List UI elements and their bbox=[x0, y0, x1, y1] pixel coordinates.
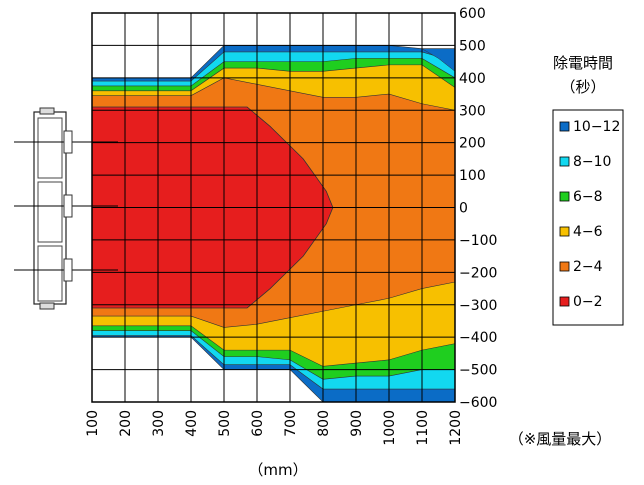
grid bbox=[91, 12, 456, 403]
y-tick-label: −100 bbox=[459, 233, 497, 249]
y-tick-label: 300 bbox=[459, 103, 486, 119]
y-tick-label: 400 bbox=[459, 71, 486, 87]
legend-box bbox=[552, 109, 624, 326]
legend-label: 2−4 bbox=[573, 259, 603, 275]
device-cap-top bbox=[39, 107, 55, 115]
x-axis-label: （mm） bbox=[248, 461, 307, 479]
legend-swatch bbox=[559, 261, 570, 272]
x-tick-label: 500 bbox=[217, 410, 233, 437]
y-tick-label: −500 bbox=[459, 363, 497, 379]
ionizer-device-illustration bbox=[14, 107, 118, 310]
x-tick-label: 1200 bbox=[448, 410, 464, 446]
x-tick-label: 1100 bbox=[415, 410, 431, 446]
y-tick-label: −200 bbox=[459, 265, 497, 281]
device-segment bbox=[37, 245, 63, 302]
y-tick-label: −300 bbox=[459, 298, 497, 314]
plot-frame bbox=[91, 12, 456, 403]
device-nozzle bbox=[63, 130, 73, 154]
y-tick-label: −600 bbox=[459, 395, 497, 411]
legend: 除電時間 （秒） 10−12 8−10 6−8 4−6 2−4 0−2 bbox=[552, 54, 624, 326]
x-tick-label: 600 bbox=[250, 410, 266, 437]
legend-swatch bbox=[559, 226, 570, 237]
legend-title: 除電時間 bbox=[553, 54, 613, 72]
footnote: （※風量最大） bbox=[509, 430, 612, 448]
legend-swatch bbox=[559, 191, 570, 202]
x-axis-ticks: 100 200 300 400 500 600 700 800 900 1000 1100 1200 bbox=[85, 410, 464, 446]
x-tick-label: 300 bbox=[151, 410, 167, 437]
legend-swatch bbox=[559, 296, 570, 307]
legend-label: 0−2 bbox=[573, 294, 603, 310]
legend-label: 4−6 bbox=[573, 224, 603, 240]
legend-label: 10−12 bbox=[573, 119, 620, 135]
heatmap-regions bbox=[91, 45, 456, 403]
x-tick-label: 400 bbox=[184, 410, 200, 437]
x-tick-label: 900 bbox=[349, 410, 365, 437]
legend-swatch bbox=[559, 121, 570, 132]
legend-subtitle: （秒） bbox=[560, 78, 605, 96]
legend-label: 6−8 bbox=[573, 189, 603, 205]
x-tick-label: 200 bbox=[118, 410, 134, 437]
x-tick-label: 1000 bbox=[382, 410, 398, 446]
legend-label: 8−10 bbox=[573, 154, 611, 170]
device-segment bbox=[37, 181, 63, 243]
y-tick-label: 100 bbox=[459, 168, 486, 184]
x-tick-label: 800 bbox=[316, 410, 332, 437]
x-tick-label: 100 bbox=[85, 410, 101, 437]
y-tick-label: 0 bbox=[459, 201, 468, 217]
x-tick-label: 700 bbox=[283, 410, 299, 437]
y-tick-label: 600 bbox=[459, 6, 486, 22]
y-tick-label: 200 bbox=[459, 136, 486, 152]
y-axis-ticks: 600 500 400 300 200 100 0 −100 −200 −300 −400 −500 −… bbox=[459, 6, 497, 411]
device-segment bbox=[37, 117, 63, 179]
device-cap-bottom bbox=[39, 302, 55, 310]
legend-swatch bbox=[559, 156, 570, 167]
device-nozzle bbox=[63, 194, 73, 218]
device-nozzle bbox=[63, 258, 73, 282]
y-tick-label: 500 bbox=[459, 38, 486, 54]
y-tick-label: −400 bbox=[459, 330, 497, 346]
